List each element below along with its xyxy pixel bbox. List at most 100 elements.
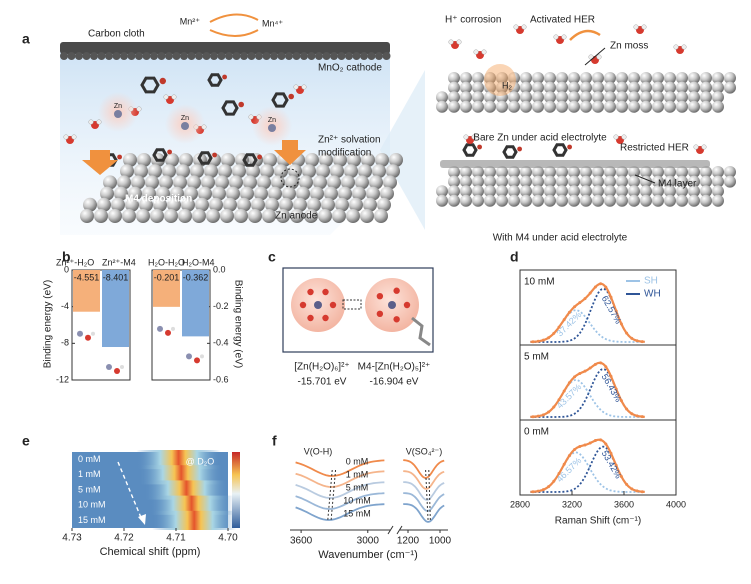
zn-atom [94,209,108,223]
zn-atom [712,166,724,178]
cathode-ball [97,52,106,60]
cathode-ball [165,52,173,60]
fit-point [547,336,551,340]
zn-atom [472,166,484,178]
zn-atom [262,209,276,223]
cathode-ball [187,52,196,60]
zn-atom [125,197,139,212]
cathode-ball [120,52,128,60]
y-tick-label: -0.6 [213,374,229,384]
label: @ D₂O [186,456,215,466]
zn-atom [616,185,628,198]
fit-point [578,371,582,375]
category-label: H₂O-M4 [182,257,215,267]
oxygen [393,316,400,323]
x-tick-label: 3000 [357,536,380,547]
fit-point [567,381,571,385]
zn-atom [628,72,640,84]
zn-atom [97,197,111,212]
zn-atom [108,209,122,223]
zn-atom [508,100,520,113]
fit-point [635,339,639,343]
label: -16.904 eV [370,377,419,388]
cathode-ball [330,52,338,60]
label: Zn [268,117,276,124]
cathode-ball [135,52,143,60]
label: Mn²⁺ [180,16,200,26]
zn-atom [111,197,125,212]
ftir-curve [295,459,385,477]
hydrogen [621,134,627,140]
zn-atom [274,164,288,179]
zn-atom [616,72,628,84]
cathode-ball [270,52,278,60]
fit-point [614,463,618,467]
zn-atom [181,197,195,212]
zn-atom [580,81,592,94]
zn-atom [688,166,700,178]
x-tick-label: 4000 [666,499,686,509]
zn-atom [167,197,181,212]
ftir-curve [295,503,385,521]
fit-point [562,462,566,466]
zn-atom [448,72,460,84]
zn-atom [218,164,232,179]
label: modification [318,148,371,159]
zn-atom [724,72,736,84]
zn-atom [688,194,700,207]
zn-atom [664,194,676,207]
zn-atom [604,81,616,94]
oxygen [159,77,166,85]
zn-atom [251,197,265,212]
zn-atom [700,91,712,104]
zn-atom [223,197,237,212]
label: Restricted HER [620,143,689,154]
zn-atom [271,175,285,190]
cathode-ball [345,52,353,60]
zn-atom [628,194,640,207]
zn-atom [448,175,460,188]
fit-point [567,454,571,458]
zn-atom [580,91,592,104]
oxygen [329,301,337,309]
zn-atom [520,72,532,84]
fit-point [599,282,603,286]
fit-point [619,322,623,326]
label: Bare Zn under acid electrolyte [473,133,607,144]
ftir-curve [403,470,445,490]
hydrogen [596,54,602,60]
fit-point [588,366,592,370]
zn-atom [568,91,580,104]
m4-tail [411,316,431,347]
zn-atom [472,194,484,207]
oxygen [85,334,91,341]
zn-atom [212,186,226,201]
zn-atom [282,186,296,201]
row-label: 10 mM [343,495,371,505]
cathode-ball [315,52,323,60]
zn-atom [377,197,391,212]
category-label: H₂O-H₂O [148,257,185,267]
row-label: 0 mM [78,454,101,464]
fit-point [547,410,551,414]
pointer [634,174,656,184]
category-label: Zn²⁺-H₂O [56,257,94,267]
zn-atom [556,72,568,84]
zn-atom [496,175,508,188]
zn-atom [150,209,164,223]
zn-atom [496,81,508,94]
fit-point [630,487,634,491]
zn-atom [712,100,724,113]
label: Chemical shift (ppm) [100,546,201,558]
zn-atom [520,100,532,113]
zn-atom [484,166,496,178]
zn-atom [201,175,215,190]
hydrogen [301,84,307,90]
carbon-cloth [60,42,390,54]
zn-atom [628,81,640,94]
zn-atom [700,100,712,113]
bar [102,270,129,348]
fit-point [567,310,571,314]
zn-atom [170,186,184,201]
zn-atom [676,81,688,94]
